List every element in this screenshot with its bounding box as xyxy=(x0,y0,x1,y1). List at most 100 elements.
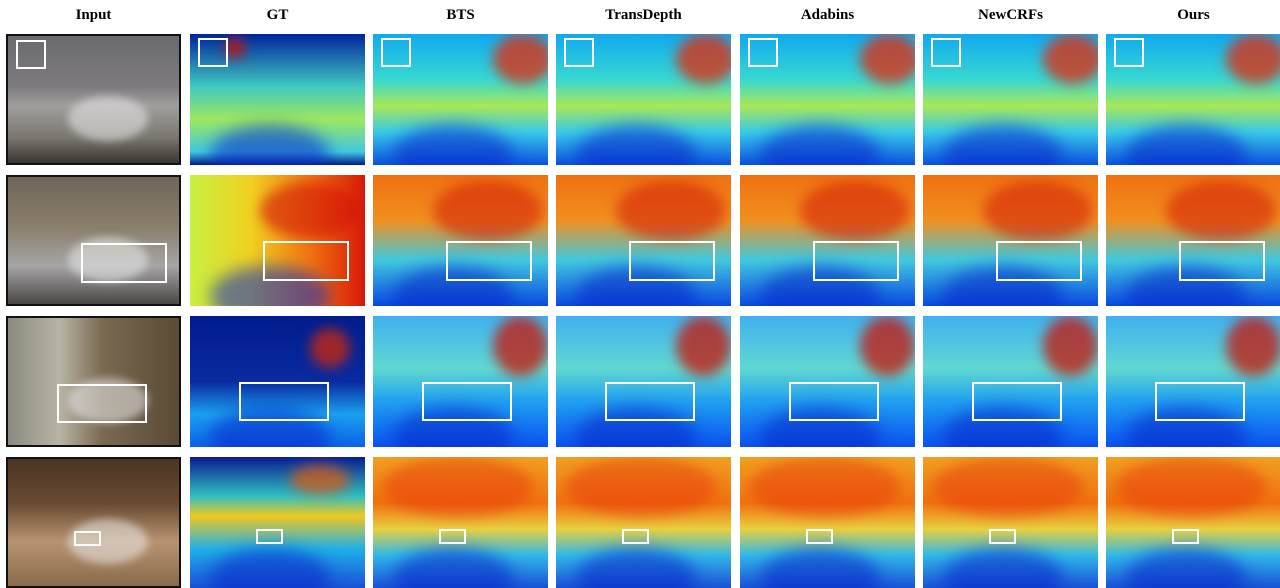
depth-region xyxy=(433,181,543,241)
near-region xyxy=(943,548,1063,588)
near-region xyxy=(1126,125,1246,165)
depth-region xyxy=(1226,34,1280,84)
highlight-box xyxy=(239,382,329,421)
column-header-bts: BTS xyxy=(446,7,475,23)
near-region xyxy=(1126,266,1246,306)
highlight-box xyxy=(996,241,1082,281)
depth-region xyxy=(290,465,350,495)
adabins-image-row-3 xyxy=(740,316,915,447)
transdepth-image-row-4 xyxy=(556,457,731,588)
depth-region xyxy=(1166,181,1276,241)
highlight-box xyxy=(439,529,466,544)
transdepth-image-row-1 xyxy=(556,34,731,165)
depth-region xyxy=(493,34,548,84)
bts-image-row-2 xyxy=(373,175,548,306)
depth-region xyxy=(676,34,731,84)
adabins-image-row-4 xyxy=(740,457,915,588)
near-region xyxy=(1126,548,1246,588)
near-region xyxy=(943,407,1063,447)
highlight-box xyxy=(198,38,228,67)
depth-region xyxy=(676,316,731,376)
column-header-newcrfs: NewCRFs xyxy=(978,7,1043,23)
depth-region xyxy=(983,181,1093,241)
near-region xyxy=(576,266,696,306)
bts-image-row-1 xyxy=(373,34,548,165)
highlight-box xyxy=(263,241,349,281)
depth-region xyxy=(800,181,910,241)
depth-region xyxy=(566,457,716,517)
highlight-box xyxy=(748,38,778,67)
newcrfs-image-row-1 xyxy=(923,34,1098,165)
depth-region xyxy=(1043,34,1098,84)
ours-image-row-1 xyxy=(1106,34,1280,165)
ours-image-row-4 xyxy=(1106,457,1280,588)
highlight-box xyxy=(1172,529,1199,544)
depth-region xyxy=(933,457,1083,517)
depth-region xyxy=(260,183,360,238)
highlight-box xyxy=(605,382,695,421)
near-region xyxy=(1126,407,1246,447)
ours-image-row-3 xyxy=(1106,316,1280,447)
column-header-transdepth: TransDepth xyxy=(605,7,682,23)
highlight-box xyxy=(256,529,283,544)
adabins-image-row-2 xyxy=(740,175,915,306)
near-region xyxy=(393,125,513,165)
gt-image-row-3 xyxy=(190,316,365,447)
depth-region xyxy=(750,457,900,517)
column-header-ours: Ours xyxy=(1177,7,1210,23)
highlight-box xyxy=(446,241,532,281)
near-region xyxy=(760,407,880,447)
near-region xyxy=(576,125,696,165)
highlight-box xyxy=(422,382,512,421)
highlight-box xyxy=(806,529,833,544)
highlight-box xyxy=(1179,241,1265,281)
highlight-box xyxy=(622,529,649,544)
depth-region xyxy=(860,34,915,84)
input-image-row-3 xyxy=(6,316,181,447)
newcrfs-image-row-3 xyxy=(923,316,1098,447)
newcrfs-image-row-2 xyxy=(923,175,1098,306)
near-region xyxy=(760,125,880,165)
depth-region xyxy=(225,38,245,58)
highlight-box xyxy=(57,384,147,423)
near-region xyxy=(760,548,880,588)
newcrfs-image-row-4 xyxy=(923,457,1098,588)
near-region xyxy=(210,548,330,588)
near-region xyxy=(210,266,330,306)
near-region xyxy=(210,407,330,447)
depth-region xyxy=(1116,457,1266,517)
depth-region xyxy=(1226,316,1280,376)
scene-object xyxy=(68,519,148,564)
near-region xyxy=(760,266,880,306)
transdepth-image-row-2 xyxy=(556,175,731,306)
depth-region xyxy=(383,457,533,517)
highlight-box xyxy=(381,38,411,67)
input-image-row-4 xyxy=(6,457,181,588)
highlight-box xyxy=(74,531,101,546)
highlight-box xyxy=(1155,382,1245,421)
column-header-gt: GT xyxy=(266,7,289,23)
depth-region xyxy=(860,316,915,376)
column-header-input: Input xyxy=(75,7,112,23)
highlight-box xyxy=(564,38,594,67)
transdepth-image-row-3 xyxy=(556,316,731,447)
near-region xyxy=(393,266,513,306)
gt-image-row-2 xyxy=(190,175,365,306)
column-header-adabins: Adabins xyxy=(800,7,855,23)
depth-region xyxy=(1043,316,1098,376)
near-region xyxy=(576,407,696,447)
scene-object xyxy=(68,96,148,141)
near-region xyxy=(943,266,1063,306)
input-image-row-1 xyxy=(6,34,181,165)
depth-region xyxy=(616,181,726,241)
gt-image-row-4 xyxy=(190,457,365,588)
highlight-box xyxy=(629,241,715,281)
depth-region xyxy=(493,316,548,376)
highlight-box xyxy=(989,529,1016,544)
highlight-box xyxy=(1114,38,1144,67)
depth-region xyxy=(310,328,350,368)
highlight-box xyxy=(16,40,46,69)
bts-image-row-4 xyxy=(373,457,548,588)
ours-image-row-2 xyxy=(1106,175,1280,306)
near-region xyxy=(210,125,330,165)
